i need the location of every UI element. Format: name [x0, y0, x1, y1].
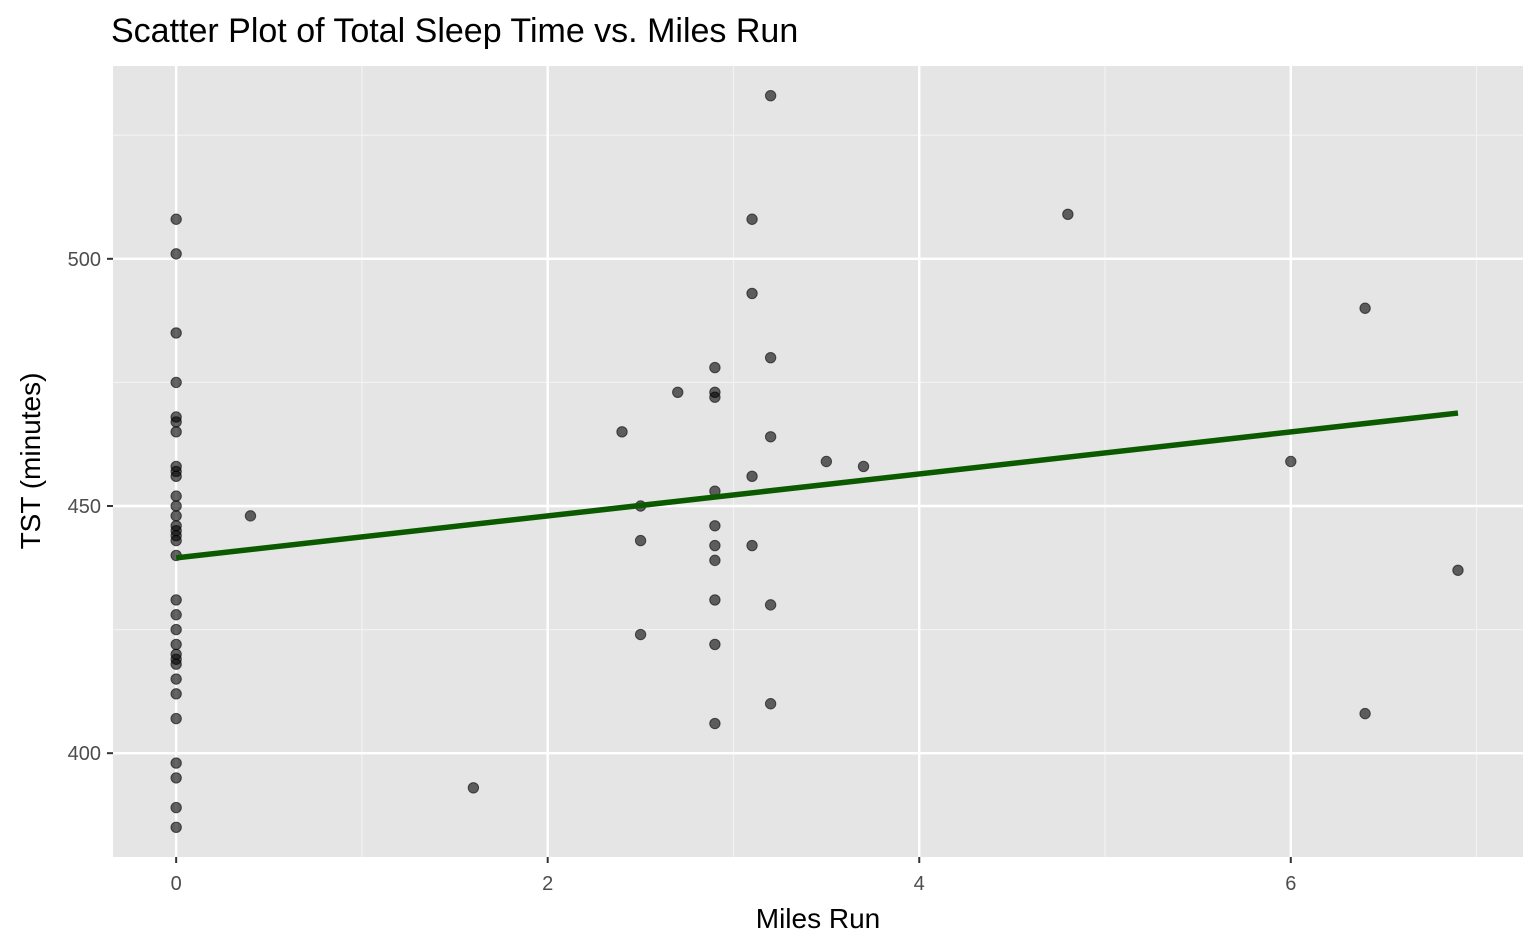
data-point	[634, 534, 647, 547]
x-tick-label: 2	[542, 873, 553, 895]
y-tick-label: 400	[68, 743, 101, 765]
trend-line	[175, 410, 1459, 561]
data-point	[709, 361, 721, 374]
data-point	[170, 327, 182, 339]
panel-background	[113, 66, 1523, 857]
data-point	[764, 599, 777, 611]
data-point	[709, 717, 721, 730]
x-tick-label: 6	[1285, 873, 1296, 895]
data-point	[170, 248, 182, 260]
data-point	[1285, 455, 1297, 468]
data-point	[764, 89, 777, 102]
data-point	[746, 213, 758, 225]
plot-panel	[113, 66, 1523, 857]
data-point	[170, 426, 182, 438]
data-point	[634, 628, 647, 641]
data-point	[170, 801, 182, 814]
y-axis: 400 450 500	[68, 249, 113, 765]
data-point	[244, 510, 257, 522]
data-point	[170, 416, 182, 428]
x-tick-label: 0	[171, 873, 182, 895]
data-point	[764, 351, 777, 364]
data-point	[709, 520, 721, 532]
data-point	[857, 460, 870, 473]
data-point	[170, 213, 182, 225]
major-gridlines	[113, 66, 1523, 857]
data-point	[709, 554, 721, 567]
data-point	[467, 782, 480, 794]
x-axis: 0 2 4 6	[171, 857, 1296, 895]
y-axis-title: TST (minutes)	[15, 373, 46, 550]
data-point	[709, 594, 721, 606]
data-point	[170, 470, 182, 483]
data-point	[170, 712, 182, 725]
data-point	[170, 658, 182, 670]
data-point	[1359, 302, 1371, 314]
data-point	[170, 772, 182, 784]
y-tick-label: 500	[68, 249, 101, 271]
data-point	[170, 821, 182, 834]
data-point	[746, 470, 758, 483]
data-point	[170, 609, 182, 621]
data-point	[1062, 208, 1074, 221]
data-point	[170, 534, 182, 547]
data-point	[170, 500, 182, 512]
data-point	[616, 426, 628, 438]
data-point	[170, 490, 182, 502]
x-tick-label: 4	[914, 873, 925, 895]
data-point	[746, 287, 758, 300]
chart-title: Scatter Plot of Total Sleep Time vs. Mil…	[111, 12, 798, 50]
data-point	[1452, 564, 1464, 576]
data-point	[170, 673, 182, 685]
data-point	[170, 623, 182, 636]
data-point	[170, 638, 182, 651]
data-point	[709, 391, 721, 403]
data-point	[764, 698, 777, 710]
data-point	[170, 688, 182, 700]
data-point	[709, 539, 721, 552]
data-point	[170, 376, 182, 389]
data-point	[170, 594, 182, 606]
x-axis-title: Miles Run	[756, 903, 880, 934]
data-point	[1359, 707, 1371, 720]
data-point	[170, 510, 182, 522]
data-point	[746, 539, 758, 552]
data-point	[170, 757, 182, 769]
y-tick-label: 450	[68, 496, 101, 518]
minor-gridlines	[113, 66, 1523, 857]
data-point	[709, 638, 721, 651]
data-point	[820, 455, 833, 468]
data-point	[764, 431, 777, 443]
data-point	[672, 386, 684, 398]
